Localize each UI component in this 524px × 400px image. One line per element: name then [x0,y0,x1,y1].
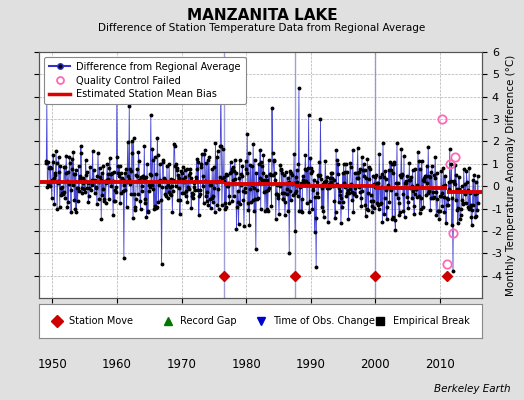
Text: Station Move: Station Move [69,316,134,326]
Text: 1980: 1980 [231,358,261,371]
Legend: Difference from Regional Average, Quality Control Failed, Estimated Station Mean: Difference from Regional Average, Qualit… [44,57,246,104]
Text: 1990: 1990 [296,358,326,371]
Text: 2000: 2000 [361,358,390,371]
Text: Record Gap: Record Gap [180,316,237,326]
Text: Empirical Break: Empirical Break [392,316,470,326]
Text: 1960: 1960 [102,358,132,371]
Text: MANZANITA LAKE: MANZANITA LAKE [187,8,337,24]
Text: Berkeley Earth: Berkeley Earth [434,384,511,394]
Y-axis label: Monthly Temperature Anomaly Difference (°C): Monthly Temperature Anomaly Difference (… [506,54,516,296]
Text: 1970: 1970 [167,358,196,371]
Text: Time of Obs. Change: Time of Obs. Change [273,316,375,326]
Text: 1950: 1950 [37,358,67,371]
Text: 2010: 2010 [425,358,455,371]
Text: Difference of Station Temperature Data from Regional Average: Difference of Station Temperature Data f… [99,23,425,33]
